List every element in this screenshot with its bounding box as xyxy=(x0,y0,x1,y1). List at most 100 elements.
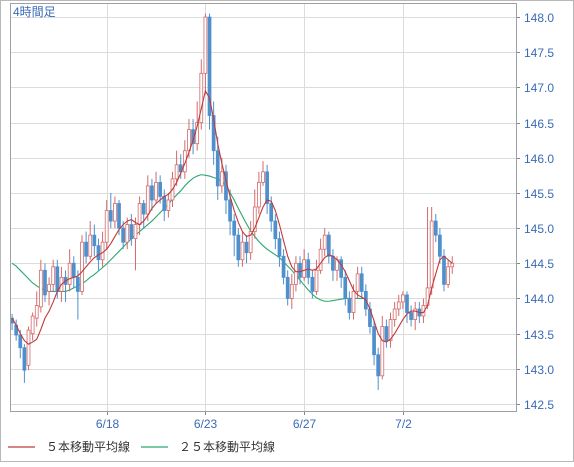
candle-body xyxy=(145,185,150,215)
candle-body xyxy=(248,231,253,254)
y-tick-label: 147.5 xyxy=(524,46,554,60)
candle-body xyxy=(281,255,286,278)
candle-body xyxy=(47,283,51,292)
candle-body xyxy=(125,224,130,243)
candle-body xyxy=(236,234,241,261)
y-tick-label: 143.5 xyxy=(524,328,554,342)
candle-body xyxy=(137,203,142,225)
candle-body xyxy=(450,262,455,268)
candle-body xyxy=(285,276,290,299)
x-tick-label: 7/2 xyxy=(395,417,412,431)
candle-body xyxy=(294,262,298,285)
candle-body xyxy=(51,266,56,285)
candle-body xyxy=(158,181,163,197)
y-tick-label: 146.0 xyxy=(524,152,554,166)
candle-body xyxy=(211,115,216,152)
candle-body xyxy=(18,334,23,349)
candle-body xyxy=(277,238,282,257)
y-tick-label: 142.5 xyxy=(524,398,554,412)
y-tick-label: 145.5 xyxy=(524,187,554,201)
y-tick-label: 146.5 xyxy=(524,117,554,131)
candle-body xyxy=(298,262,302,278)
y-tick-label: 144.0 xyxy=(524,292,554,306)
candle-body xyxy=(76,276,80,292)
candle-body xyxy=(355,273,360,292)
candle-body xyxy=(117,203,121,229)
candle-body xyxy=(322,234,327,250)
y-tick-label: 144.5 xyxy=(524,257,554,271)
candle-body xyxy=(429,220,434,289)
candle-body xyxy=(265,171,269,204)
candle-body xyxy=(273,220,278,240)
candle-body xyxy=(409,312,413,320)
candle-body xyxy=(129,224,134,240)
candle-body xyxy=(252,206,257,233)
candle-body xyxy=(104,210,109,243)
candle-body xyxy=(261,171,265,183)
candle-body xyxy=(392,308,397,320)
candle-body xyxy=(388,319,393,342)
candle-body xyxy=(376,354,381,377)
candle-body xyxy=(84,241,88,257)
candle-body xyxy=(38,269,43,308)
ma5-line xyxy=(11,89,453,345)
candle-body xyxy=(228,199,232,222)
candle-body xyxy=(96,245,101,261)
candle-body xyxy=(80,241,84,292)
candle-body xyxy=(314,269,319,292)
candle-body xyxy=(384,326,389,342)
timeframe-label: 4時間足 xyxy=(13,5,56,19)
candle-body xyxy=(92,234,97,247)
candle-body xyxy=(154,181,158,201)
candle-body xyxy=(67,262,72,285)
candle-body xyxy=(207,16,212,116)
candle-body xyxy=(405,294,409,313)
candle-body xyxy=(113,203,117,222)
candle-body xyxy=(34,305,39,319)
candle-body xyxy=(446,266,450,285)
candle-body xyxy=(22,347,27,371)
plot-area-frame xyxy=(10,3,517,412)
candle-body xyxy=(310,276,315,292)
candle-body xyxy=(244,241,249,254)
candle-body xyxy=(215,150,220,187)
candle-body xyxy=(438,234,442,257)
y-tick-label: 143.0 xyxy=(524,363,554,377)
candle-body xyxy=(318,248,323,271)
y-tick-label: 148.0 xyxy=(524,11,554,25)
candle-body xyxy=(26,329,31,366)
candle-body xyxy=(133,224,138,240)
candle-body xyxy=(88,234,93,257)
x-tick-label: 6/23 xyxy=(194,417,218,431)
candle-body xyxy=(302,259,306,278)
candle-body xyxy=(289,283,294,299)
legend-ma25-label: ２５本移動平均線 xyxy=(179,439,275,454)
ma25-line xyxy=(11,174,366,302)
candle-body xyxy=(121,227,125,243)
candle-body xyxy=(351,291,356,313)
candle-body xyxy=(359,273,364,292)
candle-body xyxy=(343,276,348,299)
candle-body xyxy=(166,199,171,211)
candle-body xyxy=(433,220,438,236)
candle-body xyxy=(199,72,204,123)
candle-body xyxy=(30,315,35,335)
candle-body xyxy=(331,255,335,271)
candle-body xyxy=(339,259,344,278)
candle-body xyxy=(372,326,376,356)
candle-body xyxy=(257,181,261,208)
candle-body xyxy=(108,210,113,222)
candle-body xyxy=(141,203,146,215)
legend-ma5-label: ５本移動平均線 xyxy=(46,439,130,454)
candle-body xyxy=(413,308,418,320)
candle-body xyxy=(326,234,331,257)
candle-body xyxy=(347,298,352,313)
candle-body xyxy=(195,122,200,145)
legend: ５本移動平均線 ２５本移動平均線 xyxy=(8,439,275,454)
candle-body xyxy=(162,196,167,211)
candle-body xyxy=(232,220,237,236)
candle-body xyxy=(71,262,76,278)
candle-body xyxy=(442,255,446,285)
